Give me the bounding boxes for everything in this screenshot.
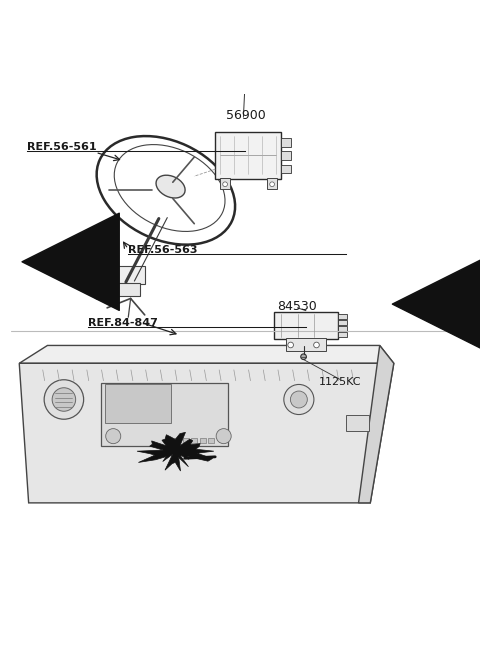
Bar <box>220 178 230 189</box>
Bar <box>281 138 291 147</box>
Circle shape <box>284 384 314 415</box>
Bar <box>286 338 326 351</box>
Bar <box>337 332 347 337</box>
Circle shape <box>52 388 76 411</box>
Bar <box>101 383 228 447</box>
Circle shape <box>290 391 307 408</box>
Bar <box>105 384 171 423</box>
Text: REF.56-561: REF.56-561 <box>27 141 97 151</box>
Bar <box>267 178 277 189</box>
Circle shape <box>216 428 231 443</box>
Polygon shape <box>19 363 394 503</box>
Bar <box>208 438 214 443</box>
Bar <box>337 320 347 325</box>
Text: FR.: FR. <box>413 299 439 313</box>
Bar <box>337 314 347 318</box>
Circle shape <box>95 293 101 299</box>
Text: FR.: FR. <box>44 258 70 272</box>
Bar <box>200 438 206 443</box>
Text: 84530: 84530 <box>277 300 317 313</box>
Circle shape <box>223 182 228 187</box>
Circle shape <box>288 342 293 348</box>
Bar <box>274 312 337 339</box>
Circle shape <box>106 428 121 443</box>
Polygon shape <box>137 432 214 471</box>
Circle shape <box>301 354 306 359</box>
Bar <box>183 438 189 443</box>
Bar <box>215 132 281 178</box>
Text: REF.84-847: REF.84-847 <box>88 318 158 328</box>
Bar <box>174 438 180 443</box>
Bar <box>191 438 197 443</box>
Text: 56900: 56900 <box>226 109 265 122</box>
Polygon shape <box>359 345 394 503</box>
Bar <box>118 283 141 296</box>
Text: 1125KC: 1125KC <box>319 376 361 387</box>
Bar <box>346 415 369 432</box>
Circle shape <box>270 182 275 187</box>
Bar <box>281 164 291 173</box>
Bar <box>114 266 145 284</box>
Bar <box>281 151 291 160</box>
Ellipse shape <box>156 175 185 198</box>
Text: REF.56-563: REF.56-563 <box>128 245 198 255</box>
Circle shape <box>313 342 319 348</box>
Circle shape <box>44 380 84 419</box>
Bar <box>337 326 347 331</box>
Polygon shape <box>19 345 394 363</box>
